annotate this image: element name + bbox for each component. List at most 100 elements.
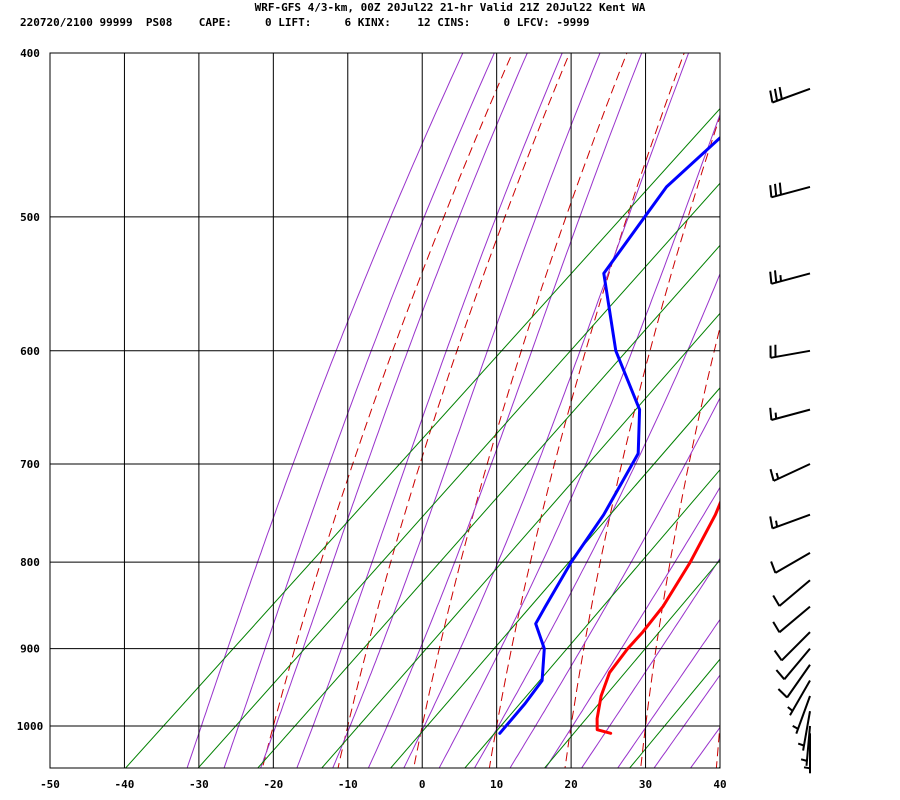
barb-half-flag	[787, 706, 794, 712]
barb-flag	[773, 88, 779, 101]
barb-staff	[774, 552, 811, 574]
moist-adiabat	[581, 557, 720, 768]
barb-staff	[778, 605, 811, 634]
barb-half-flag	[774, 412, 778, 419]
barb-flag	[777, 688, 788, 699]
mixing-ratio-line	[321, 312, 720, 768]
mixing-ratio-line	[629, 658, 720, 768]
barb-half-flag	[775, 472, 780, 480]
moist-adiabat	[473, 272, 720, 768]
barb-staff	[802, 710, 811, 751]
chart-title: WRF-GFS 4/3-km, 00Z 20Jul22 21-hr Valid …	[255, 1, 646, 14]
barb-staff	[778, 579, 811, 607]
barb-half-flag	[779, 275, 782, 282]
barb-half-flag	[775, 520, 779, 527]
moist-adiabat	[186, 53, 464, 768]
plot-frame	[49, 52, 721, 769]
y-tick-label: 800	[20, 556, 40, 569]
x-tick-label: -30	[189, 778, 209, 791]
x-tick-label: 40	[713, 778, 726, 791]
x-tick-label: 20	[564, 778, 577, 791]
mixing-ratio-line	[197, 182, 720, 768]
moist-adiabat	[438, 113, 720, 768]
barb-flag	[775, 669, 786, 680]
moist-adiabat	[545, 486, 720, 768]
barb-staff	[772, 87, 811, 104]
dry-adiabat	[261, 53, 513, 768]
barb-half-flag	[800, 758, 808, 762]
x-tick-label: -10	[338, 778, 358, 791]
wind-barb	[770, 552, 811, 574]
moist-adiabat	[332, 53, 601, 768]
barb-flag	[769, 516, 774, 529]
wind-barb	[777, 664, 811, 699]
barb-staff	[771, 272, 811, 285]
dry-adiabat	[791, 0, 900, 796]
barb-staff	[770, 349, 811, 359]
barb-flag	[778, 182, 782, 195]
wind-barb	[772, 579, 811, 607]
chart-subtitle: 220720/2100 99999 PS08 CAPE: 0 LIFT: 6 K…	[20, 16, 590, 29]
barb-flag	[769, 90, 774, 103]
barb-flag	[773, 649, 783, 661]
x-tick-label: -20	[263, 778, 283, 791]
dry-adiabat	[867, 0, 900, 796]
x-tick-label: 10	[490, 778, 503, 791]
moist-adiabat	[367, 53, 643, 768]
dry-adiabat	[564, 114, 720, 768]
axis-ticks: 400 500 600 700 800 900 1000 -50 -40 -30 -20 -10 0 10…	[17, 47, 727, 791]
wind-barbs	[769, 86, 811, 774]
barb-staff	[783, 647, 811, 680]
profiles	[498, 135, 720, 735]
barb-flag	[774, 270, 778, 283]
dry-adiabat	[413, 53, 628, 768]
dry-adiabat	[488, 53, 685, 768]
barb-staff	[772, 513, 811, 530]
barb-staff	[795, 695, 811, 734]
moist-adiabat	[260, 53, 528, 768]
barb-flag	[769, 468, 775, 482]
mixing-ratio-line	[544, 559, 720, 768]
barb-staff	[805, 725, 811, 766]
wind-barb	[792, 695, 811, 734]
barb-half-flag	[797, 742, 805, 747]
barb-staff	[773, 463, 811, 482]
thermo-guides	[125, 0, 900, 796]
barb-flag	[774, 183, 778, 197]
moist-adiabat	[689, 726, 720, 768]
y-tick-label: 500	[20, 211, 40, 224]
y-tick-label: 700	[20, 458, 40, 471]
wind-barb	[773, 631, 811, 662]
barb-staff	[771, 185, 811, 199]
dry-adiabat	[337, 53, 571, 768]
barb-staff	[780, 631, 811, 662]
mixing-ratio-line	[464, 468, 720, 768]
wind-barb	[769, 407, 811, 421]
barb-flag	[772, 594, 781, 607]
wind-barb	[769, 463, 811, 482]
x-tick-label: 0	[419, 778, 426, 791]
moist-adiabat	[617, 618, 720, 768]
moist-adiabat	[509, 396, 720, 768]
barb-half-flag	[792, 725, 799, 730]
x-tick-label: 30	[639, 778, 652, 791]
moist-adiabat	[403, 53, 690, 768]
y-tick-label: 1000	[17, 720, 44, 733]
wind-barb	[769, 86, 811, 104]
barb-flag	[769, 407, 773, 421]
wind-barb	[769, 344, 811, 359]
dry-adiabat	[640, 325, 720, 768]
dewpoint-line	[498, 135, 720, 735]
wind-barb	[775, 647, 811, 680]
moist-adiabat	[296, 53, 563, 768]
barb-flag	[778, 86, 783, 100]
barb-staff	[771, 408, 811, 421]
barb-flag	[772, 621, 781, 633]
x-tick-label: -50	[40, 778, 60, 791]
temperature-line	[595, 499, 720, 735]
wind-barb	[769, 270, 811, 285]
y-tick-label: 600	[20, 345, 40, 358]
wind-barb	[787, 680, 811, 716]
wind-barb	[769, 182, 811, 199]
